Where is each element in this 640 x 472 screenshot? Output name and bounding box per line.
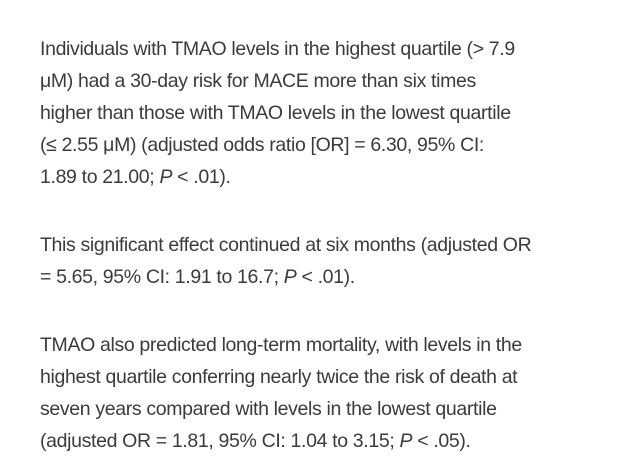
text-line: (adjusted OR = 1.81, 95% CI: 1.04 to 3.1…	[40, 425, 612, 457]
text-run: = 5.65, 95% CI: 1.91 to 16.7;	[40, 266, 284, 288]
text-run: < .01).	[172, 166, 231, 188]
text-line: higher than those with TMAO levels in th…	[40, 97, 612, 129]
paragraph: Individuals with TMAO levels in the high…	[40, 33, 612, 193]
text-line: seven years compared with levels in the …	[40, 393, 612, 425]
paragraph: This significant effect continued at six…	[40, 229, 612, 293]
text-run: < .05).	[412, 430, 471, 452]
italic-text-run: P	[159, 166, 173, 188]
text-line: μM) had a 30-day risk for MACE more than…	[40, 65, 612, 97]
italic-text-run: P	[283, 266, 297, 288]
text-run: 1.89 to 21.00;	[40, 166, 160, 188]
text-line: This significant effect continued at six…	[40, 229, 612, 261]
text-run: (adjusted OR = 1.81, 95% CI: 1.04 to 3.1…	[40, 430, 400, 452]
text-line: (≤ 2.55 μM) (adjusted odds ratio [OR] = …	[40, 129, 612, 161]
text-run: seven years compared with levels in the …	[40, 398, 497, 420]
text-run: μM) had a 30-day risk for MACE more than…	[40, 70, 476, 92]
text-line: = 5.65, 95% CI: 1.91 to 16.7; P < .01).	[40, 261, 612, 293]
text-line: TMAO also predicted long-term mortality,…	[40, 329, 612, 361]
text-line: Individuals with TMAO levels in the high…	[40, 33, 612, 65]
text-run: higher than those with TMAO levels in th…	[40, 102, 511, 124]
text-run: < .01).	[296, 266, 355, 288]
text-run: This significant effect continued at six…	[40, 234, 532, 256]
text-line: 1.89 to 21.00; P < .01).	[40, 161, 612, 193]
text-run: TMAO also predicted long-term mortality,…	[40, 334, 522, 356]
text-run: Individuals with TMAO levels in the high…	[40, 38, 515, 60]
italic-text-run: P	[399, 430, 413, 452]
text-run: highest quartile conferring nearly twice…	[40, 366, 518, 388]
document-body: Individuals with TMAO levels in the high…	[40, 33, 612, 457]
text-run: (≤ 2.55 μM) (adjusted odds ratio [OR] = …	[40, 134, 484, 156]
paragraph: TMAO also predicted long-term mortality,…	[40, 329, 612, 457]
text-line: highest quartile conferring nearly twice…	[40, 361, 612, 393]
